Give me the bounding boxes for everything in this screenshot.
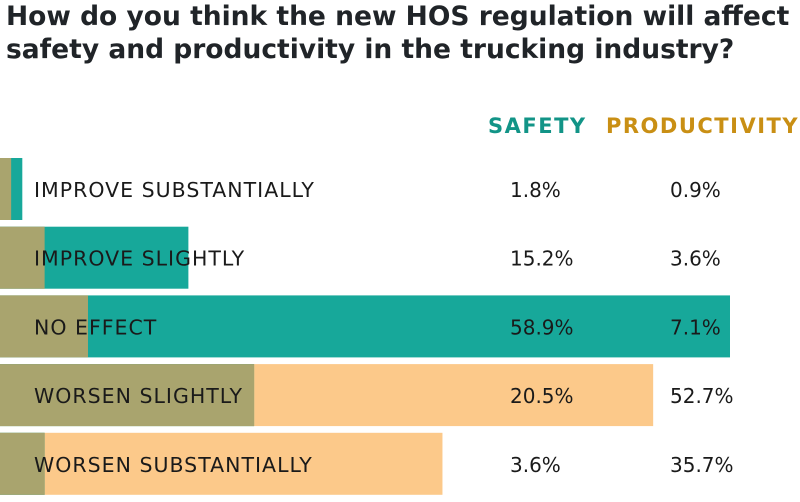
bar-safety-no-effect [0,295,730,358]
value-safety-worsen-slightly: 20.5% [510,384,574,408]
category-label-improve-substantially: IMPROVE SUBSTANTIALLY [34,178,315,202]
bar-overlap-no-effect [0,295,88,358]
bar-overlap-worsen-substantially [0,432,45,495]
value-productivity-improve-substantially: 0.9% [670,178,721,202]
value-safety-no-effect: 58.9% [510,315,574,339]
category-label-no-effect: NO EFFECT [34,315,157,339]
value-safety-improve-substantially: 1.8% [510,178,561,202]
value-productivity-no-effect: 7.1% [670,315,721,339]
category-label-improve-slightly: IMPROVE SLIGHTLY [34,247,245,271]
category-label-worsen-slightly: WORSEN SLIGHTLY [34,384,243,408]
category-label-worsen-substantially: WORSEN SUBSTANTIALLY [34,453,313,477]
bar-overlap-worsen-slightly [0,364,255,427]
value-productivity-worsen-slightly: 52.7% [670,384,734,408]
legend-productivity: PRODUCTIVITY [606,114,800,138]
chart-title: How do you think the new HOS regulation … [6,1,790,65]
bar-overlap-improve-substantially [0,158,12,220]
bar-productivity-worsen-substantially [0,432,443,495]
legend-safety: SAFETY [488,114,587,138]
bar-overlap-improve-slightly [0,226,45,289]
value-productivity-worsen-substantially: 35.7% [670,453,734,477]
value-productivity-improve-slightly: 3.6% [670,247,721,271]
value-safety-improve-slightly: 15.2% [510,247,574,271]
value-safety-worsen-substantially: 3.6% [510,453,561,477]
